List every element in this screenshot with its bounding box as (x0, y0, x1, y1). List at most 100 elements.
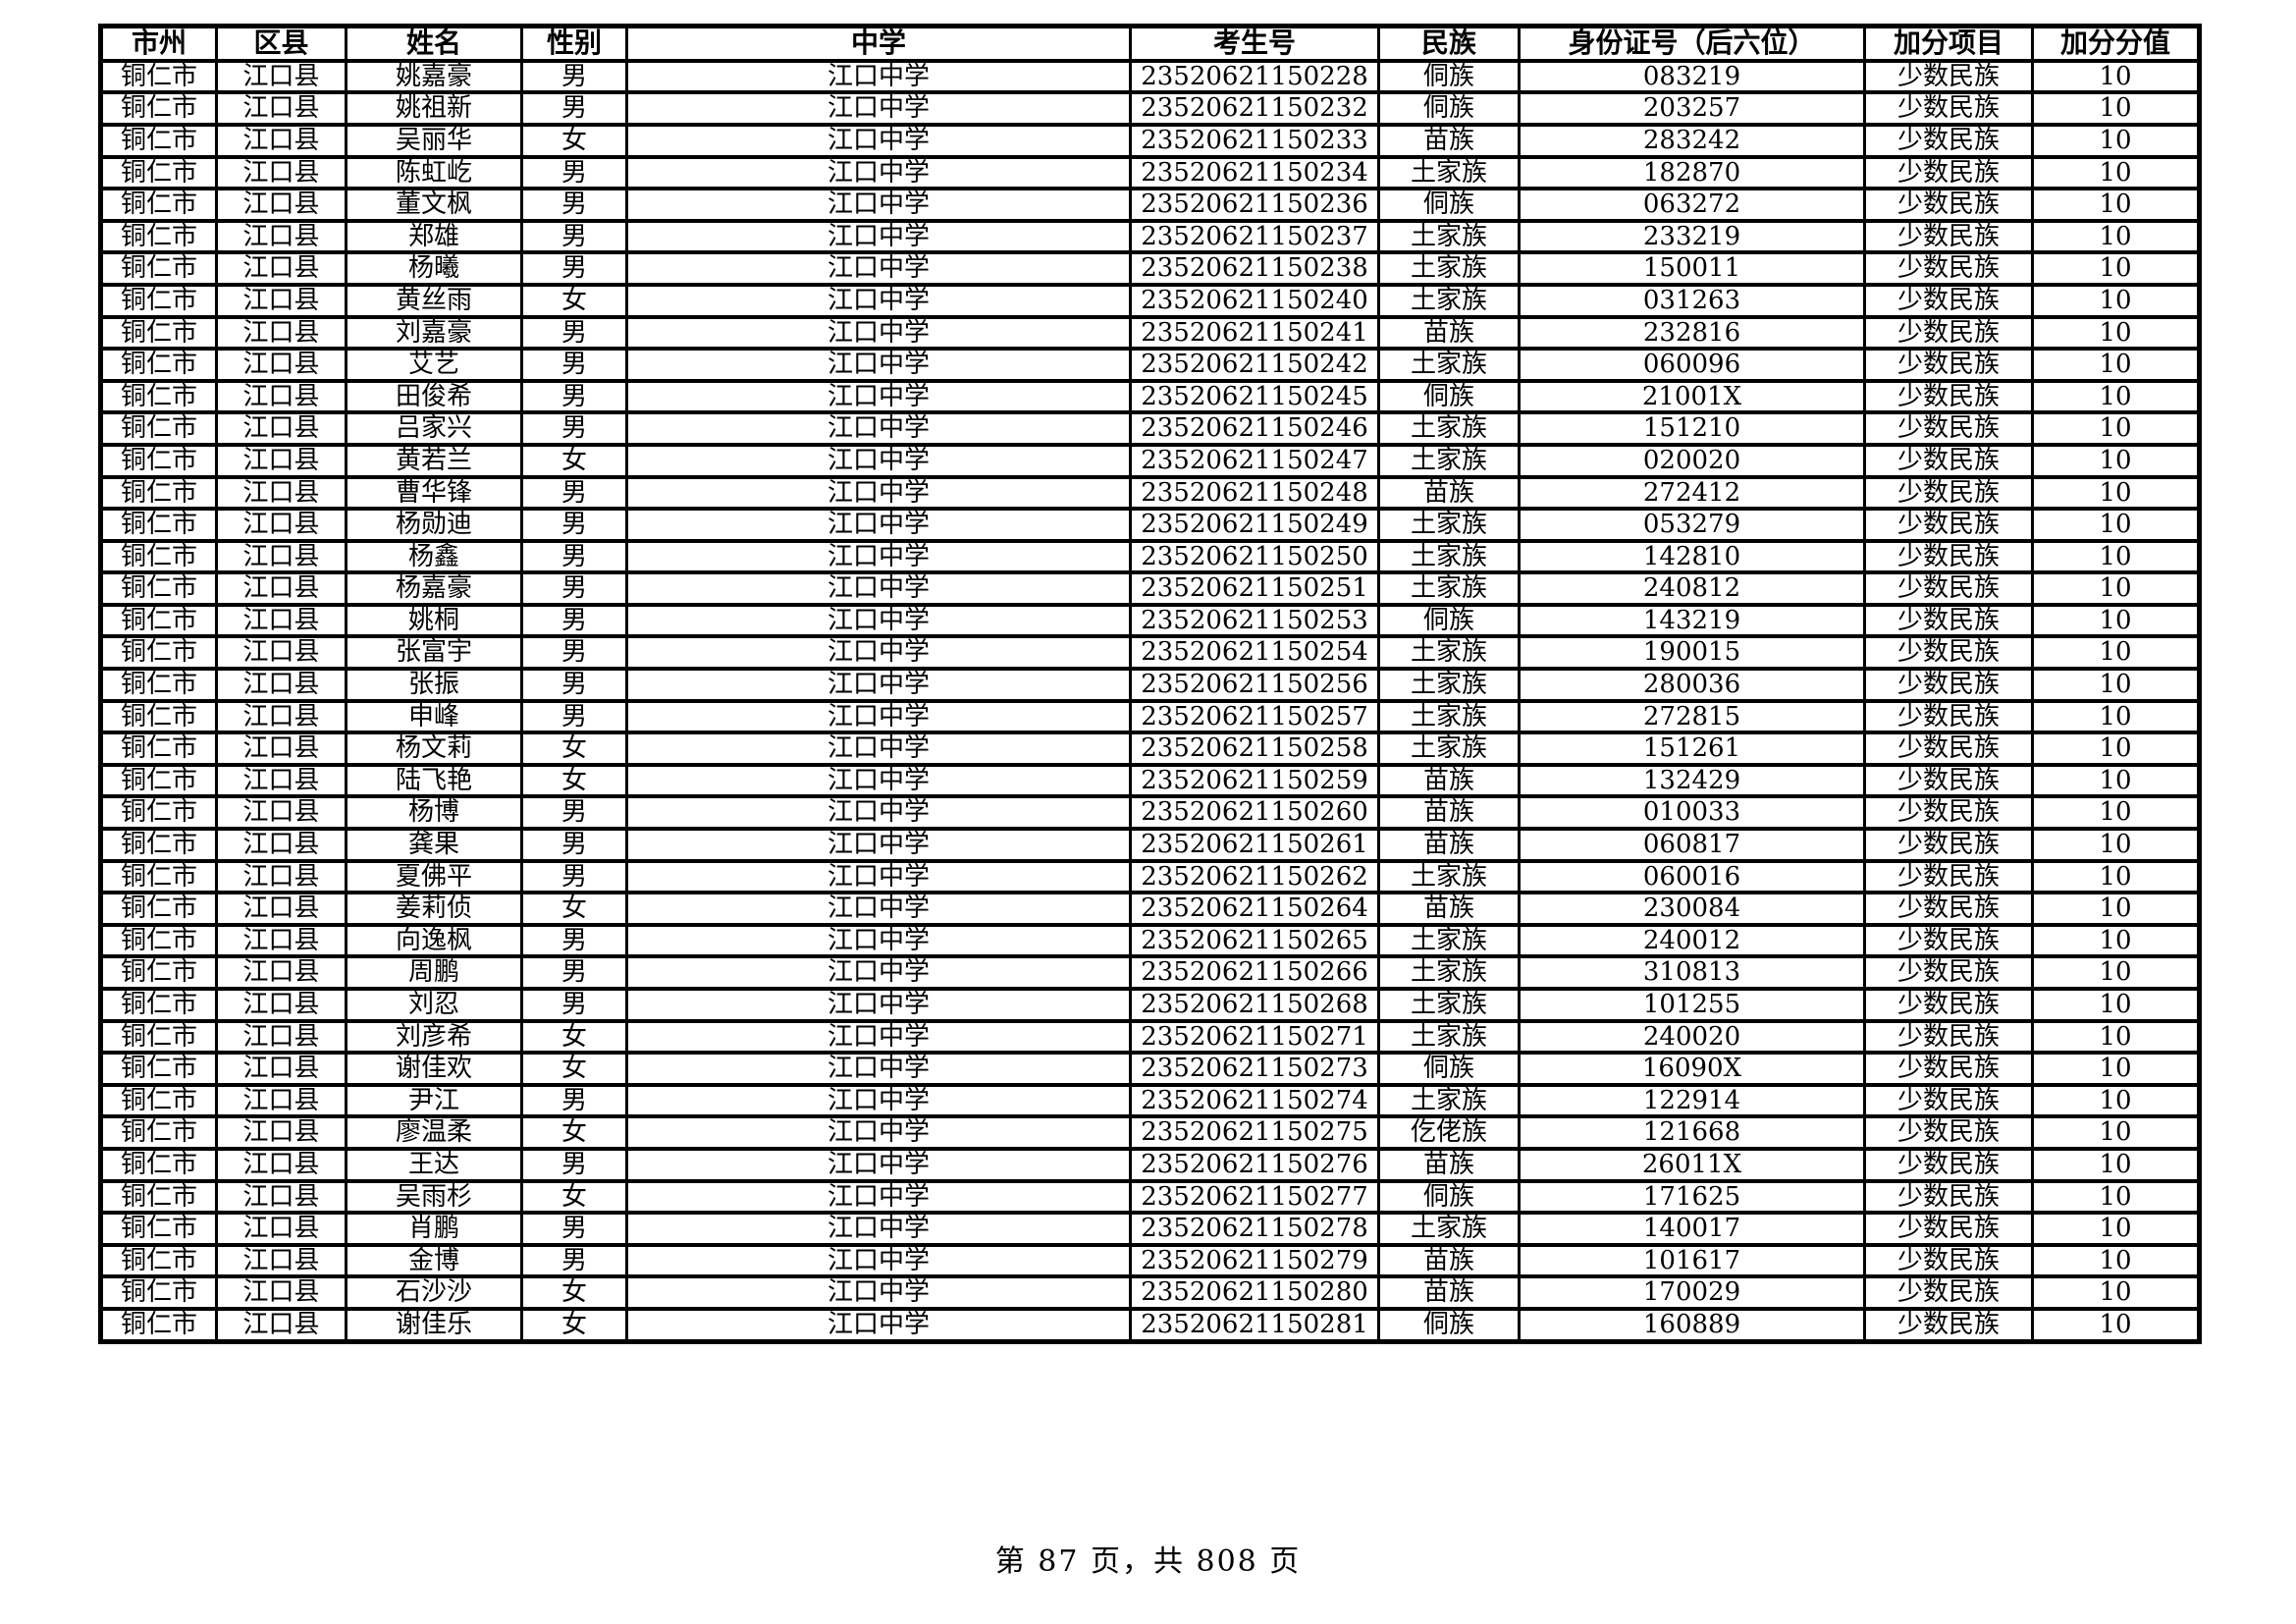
table-cell: 江口县 (215, 1306, 347, 1344)
table-cell: 10 (2031, 794, 2201, 832)
table-cell: 王达 (345, 1147, 523, 1183)
table-cell: 江口中学 (625, 1242, 1132, 1279)
table-cell: 23520621150257 (1129, 698, 1380, 735)
table-cell: 江口县 (215, 1211, 347, 1247)
table-cell: 140017 (1518, 1211, 1866, 1247)
table-cell: 刘嘉豪 (345, 314, 523, 352)
table-cell: 铜仁市 (99, 1051, 218, 1087)
table-cell: 160889 (1518, 1306, 1866, 1344)
table-cell: 吴雨杉 (345, 1178, 523, 1216)
table-cell: 10 (2031, 698, 2201, 735)
table-cell: 10 (2031, 250, 2201, 287)
table-cell: 黄丝雨 (345, 282, 523, 319)
table-cell: 苗族 (1377, 123, 1521, 159)
table-cell: 铜仁市 (99, 1274, 218, 1311)
table-cell: 石沙沙 (345, 1274, 523, 1311)
table-cell: 132429 (1518, 762, 1866, 799)
table-cell: 男 (520, 1242, 628, 1279)
table-header: 市州 区县 姓名 性别 中学 考生号 民族 身份证号（后六位） 加分项目 加分分值 (99, 24, 2201, 63)
table-cell: 江口县 (215, 987, 347, 1023)
table-cell: 铜仁市 (99, 410, 218, 447)
table-cell: 江口县 (215, 731, 347, 767)
table-cell: 女 (520, 1306, 628, 1344)
table-cell: 姚桐 (345, 602, 523, 639)
table-cell: 黄若兰 (345, 442, 523, 479)
table-cell: 10 (2031, 538, 2201, 575)
table-cell: 江口中学 (625, 570, 1132, 607)
table-cell: 铜仁市 (99, 1018, 218, 1056)
table-cell: 土家族 (1377, 154, 1521, 191)
table-cell: 铜仁市 (99, 123, 218, 159)
table-cell: 101617 (1518, 1242, 1866, 1279)
table-cell: 江口县 (215, 827, 347, 863)
table-cell: 江口县 (215, 1242, 347, 1279)
table-cell: 江口县 (215, 507, 347, 543)
table-cell: 10 (2031, 667, 2201, 703)
table-cell: 铜仁市 (99, 1082, 218, 1119)
table-cell: 男 (520, 1211, 628, 1247)
table-cell: 少数民族 (1863, 187, 2034, 223)
table-cell: 刘忍 (345, 987, 523, 1023)
table-cell: 女 (520, 1274, 628, 1311)
table-cell: 江口中学 (625, 218, 1132, 255)
table-cell: 江口中学 (625, 954, 1132, 991)
table-cell: 310813 (1518, 954, 1866, 991)
table-row: 铜仁市 江口县 刘忍男江口中学 23520621150268 土家族 101255 少数民族… (99, 987, 2201, 1023)
table-cell: 10 (2031, 762, 2201, 799)
table-cell: 土家族 (1377, 538, 1521, 575)
table-cell: 少数民族 (1863, 123, 2034, 159)
table-cell: 土家族 (1377, 1082, 1521, 1119)
table-cell: 男 (520, 410, 628, 447)
table-cell: 女 (520, 1051, 628, 1087)
column-header: 民族 (1377, 24, 1521, 63)
table-cell: 10 (2031, 1051, 2201, 1087)
table-cell: 10 (2031, 731, 2201, 767)
table-cell: 23520621150260 (1129, 794, 1380, 832)
table-cell: 江口中学 (625, 123, 1132, 159)
table-cell: 江口县 (215, 314, 347, 352)
table-cell: 江口中学 (625, 794, 1132, 832)
table-cell: 23520621150278 (1129, 1211, 1380, 1247)
table-cell: 江口县 (215, 602, 347, 639)
table-cell: 272412 (1518, 474, 1866, 512)
table-cell: 江口县 (215, 123, 347, 159)
table-cell: 铜仁市 (99, 474, 218, 512)
table-cell: 少数民族 (1863, 667, 2034, 703)
table-cell: 江口中学 (625, 474, 1132, 512)
table-cell: 男 (520, 187, 628, 223)
table-cell: 江口县 (215, 794, 347, 832)
table-cell: 10 (2031, 314, 2201, 352)
table-cell: 10 (2031, 1242, 2201, 1279)
table-cell: 铜仁市 (99, 891, 218, 927)
table-cell: 少数民族 (1863, 987, 2034, 1023)
table-cell: 少数民族 (1863, 1178, 2034, 1216)
table-cell: 23520621150262 (1129, 858, 1380, 895)
table-row: 铜仁市 江口县 杨嘉豪男江口中学 23520621150251 土家族 240812 少数民… (99, 570, 2201, 607)
table-cell: 23520621150242 (1129, 347, 1380, 383)
table-row: 铜仁市 江口县 黄若兰女江口中学 23520621150247 土家族 020020 少数民… (99, 442, 2201, 479)
table-row: 铜仁市 江口县 陈虹屹男江口中学 23520621150234 土家族 182870 少数民… (99, 154, 2201, 191)
table-cell: 侗族 (1377, 90, 1521, 127)
table-cell: 江口县 (215, 58, 347, 95)
table-cell: 杨嘉豪 (345, 570, 523, 607)
table-cell: 江口县 (215, 474, 347, 512)
table-cell: 江口县 (215, 347, 347, 383)
table-cell: 10 (2031, 58, 2201, 95)
table-cell: 10 (2031, 634, 2201, 672)
table-cell: 少数民族 (1863, 1018, 2034, 1056)
table-cell: 铜仁市 (99, 1178, 218, 1216)
table-row: 铜仁市 江口县 向逸枫男江口中学 23520621150265 土家族 240012 少数民… (99, 922, 2201, 959)
table-cell: 江口中学 (625, 314, 1132, 352)
table-cell: 申峰 (345, 698, 523, 735)
column-header: 身份证号（后六位） (1518, 24, 1866, 63)
table-cell: 10 (2031, 187, 2201, 223)
table-cell: 铜仁市 (99, 987, 218, 1023)
table-cell: 23520621150258 (1129, 731, 1380, 767)
table-cell: 江口中学 (625, 347, 1132, 383)
table-row: 铜仁市 江口县 董文枫男江口中学 23520621150236 侗族 063272 少数民族… (99, 187, 2201, 223)
table-cell: 10 (2031, 891, 2201, 927)
table-row: 铜仁市 江口县 杨勋迪男江口中学 23520621150249 土家族 053279 少数民… (99, 507, 2201, 543)
table-cell: 男 (520, 602, 628, 639)
table-cell: 少数民族 (1863, 922, 2034, 959)
